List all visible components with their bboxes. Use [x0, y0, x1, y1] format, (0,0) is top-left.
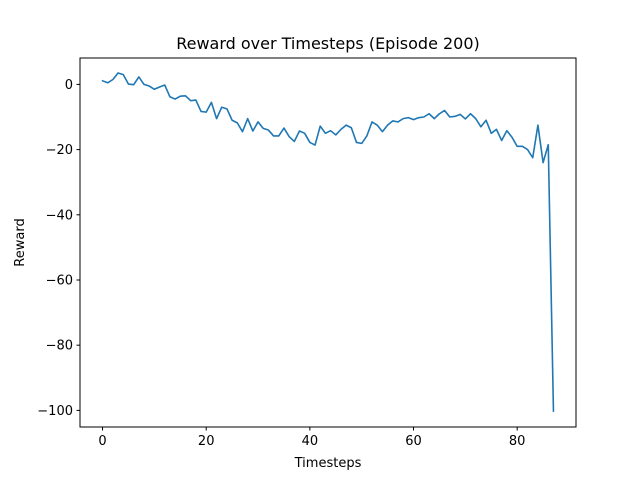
plot-area	[101, 72, 555, 412]
axis-ticks: 0 20 40 60 80 0 −20 −40 −60 −80 −100	[37, 78, 525, 449]
plot-frame	[79, 57, 577, 428]
reward-series-line	[101, 72, 555, 412]
x-tick-label: 0	[98, 434, 106, 449]
x-tick-label: 40	[302, 434, 319, 449]
x-tick-label: 60	[405, 434, 422, 449]
y-axis-label: Reward	[13, 218, 28, 266]
chart-title: Reward over Timesteps (Episode 200)	[176, 34, 480, 53]
x-tick-label: 20	[198, 434, 215, 449]
y-tick-label: −40	[46, 208, 73, 223]
y-tick-label: −80	[46, 339, 73, 354]
y-tick-label: 0	[65, 78, 73, 93]
y-tick-label: −100	[37, 404, 73, 419]
y-tick-label: −20	[46, 143, 73, 158]
x-axis-label: Timesteps	[294, 456, 362, 471]
y-tick-label: −60	[46, 273, 73, 288]
x-tick-label: 80	[509, 434, 526, 449]
